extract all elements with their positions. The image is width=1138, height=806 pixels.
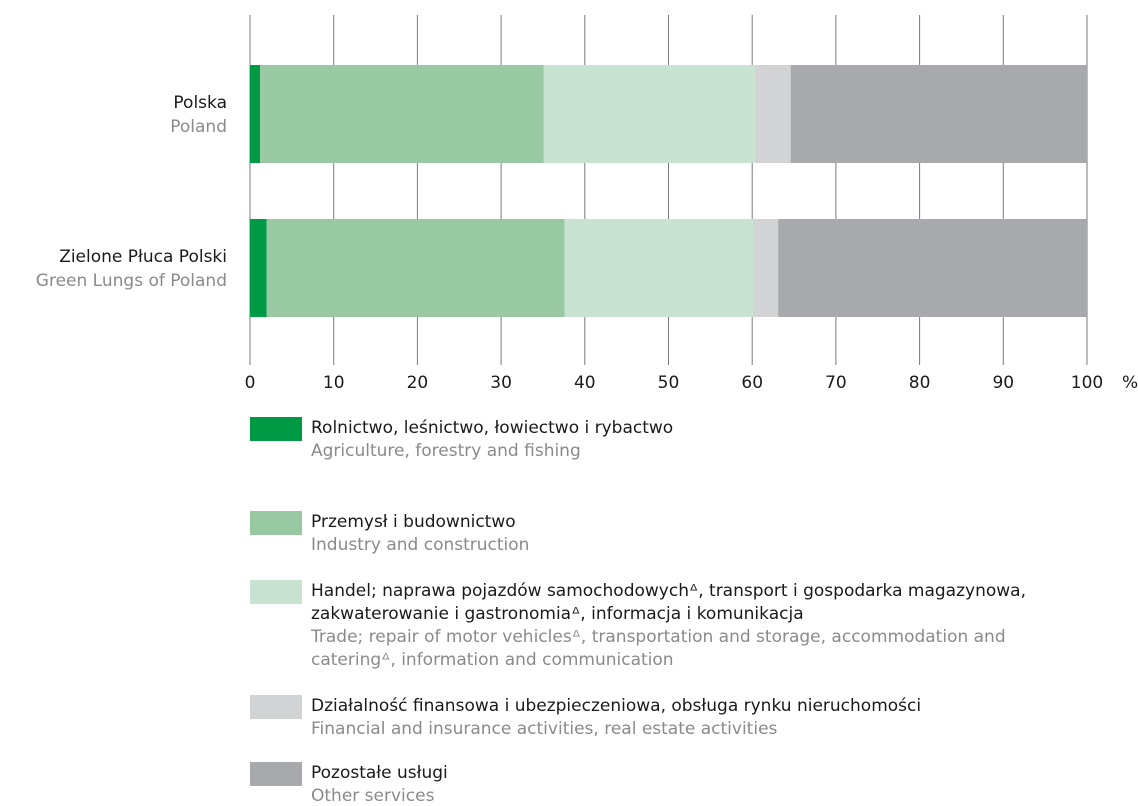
legend-text: Handel; naprawa pojazdów samochodowychᐞ,… [311,580,1071,672]
legend-swatch [250,762,302,786]
legend-label-en: Agriculture, forestry and fishing [311,441,581,461]
legend-label: Przemysł i budownictwo [311,512,516,532]
bar-segment [260,65,544,163]
legend-item: Handel; naprawa pojazdów samochodowychᐞ,… [250,580,1071,672]
legend-label-en: Other services [311,786,435,806]
legend-swatch [250,511,302,535]
legend-item: Przemysł i budownictwo Industry and const… [250,511,1071,557]
category-label: Polska [173,93,227,113]
category-label-en: Green Lungs of Poland [36,271,227,291]
x-tick-label: 40 [574,373,596,393]
category-label: Zielone Płuca Polski [59,247,227,267]
x-tick-label: 100 [1071,373,1103,393]
x-tick-label: 0 [245,373,256,393]
legend-label: Działalność finansowa i ubezpieczeniowa,… [311,696,922,716]
legend-label: Handel; naprawa pojazdów samochodowychᐞ,… [311,581,1026,624]
x-tick-label: 80 [909,373,931,393]
legend-text: Działalność finansowa i ubezpieczeniowa,… [311,695,1071,741]
x-tick-label: 30 [490,373,512,393]
legend-label: Pozostałe usługi [311,763,448,783]
bar-segment [790,65,1087,163]
bar-segment [543,65,755,163]
legend-label-en: Financial and insurance activities, real… [311,719,778,739]
legend-swatch [250,695,302,719]
legend-text: Pozostałe usługi Other services [311,762,1071,806]
x-tick-label: 20 [407,373,429,393]
bar-segment [753,219,779,317]
x-tick-label: 90 [992,373,1014,393]
legend-swatch [250,417,302,441]
legend-swatch [250,580,302,604]
bar-segment [250,219,267,317]
legend-label-en: Industry and construction [311,535,530,555]
legend-label-en: Trade; repair of motor vehiclesᐞ, transp… [311,627,1006,670]
x-tick-label: 50 [658,373,680,393]
x-tick-label: 10 [323,373,345,393]
x-tick-label: 70 [825,373,847,393]
bar-segment [754,65,791,163]
bar-segment [778,219,1087,317]
legend-item: Pozostałe usługi Other services [250,762,1071,806]
legend-label: Rolnictwo, leśnictwo, łowiectwo i rybact… [311,418,674,438]
bar-segment [564,219,754,317]
x-unit: % [1122,373,1138,393]
legend-item: Działalność finansowa i ubezpieczeniowa,… [250,695,1071,741]
legend-text: Rolnictwo, leśnictwo, łowiectwo i rybact… [311,417,1071,463]
legend-text: Przemysł i budownictwo Industry and const… [311,511,1071,557]
category-label-en: Poland [170,117,227,137]
legend-item: Rolnictwo, leśnictwo, łowiectwo i rybact… [250,417,1071,463]
bar-segment [250,65,261,163]
bar-segment [266,219,565,317]
x-tick-label: 60 [741,373,763,393]
